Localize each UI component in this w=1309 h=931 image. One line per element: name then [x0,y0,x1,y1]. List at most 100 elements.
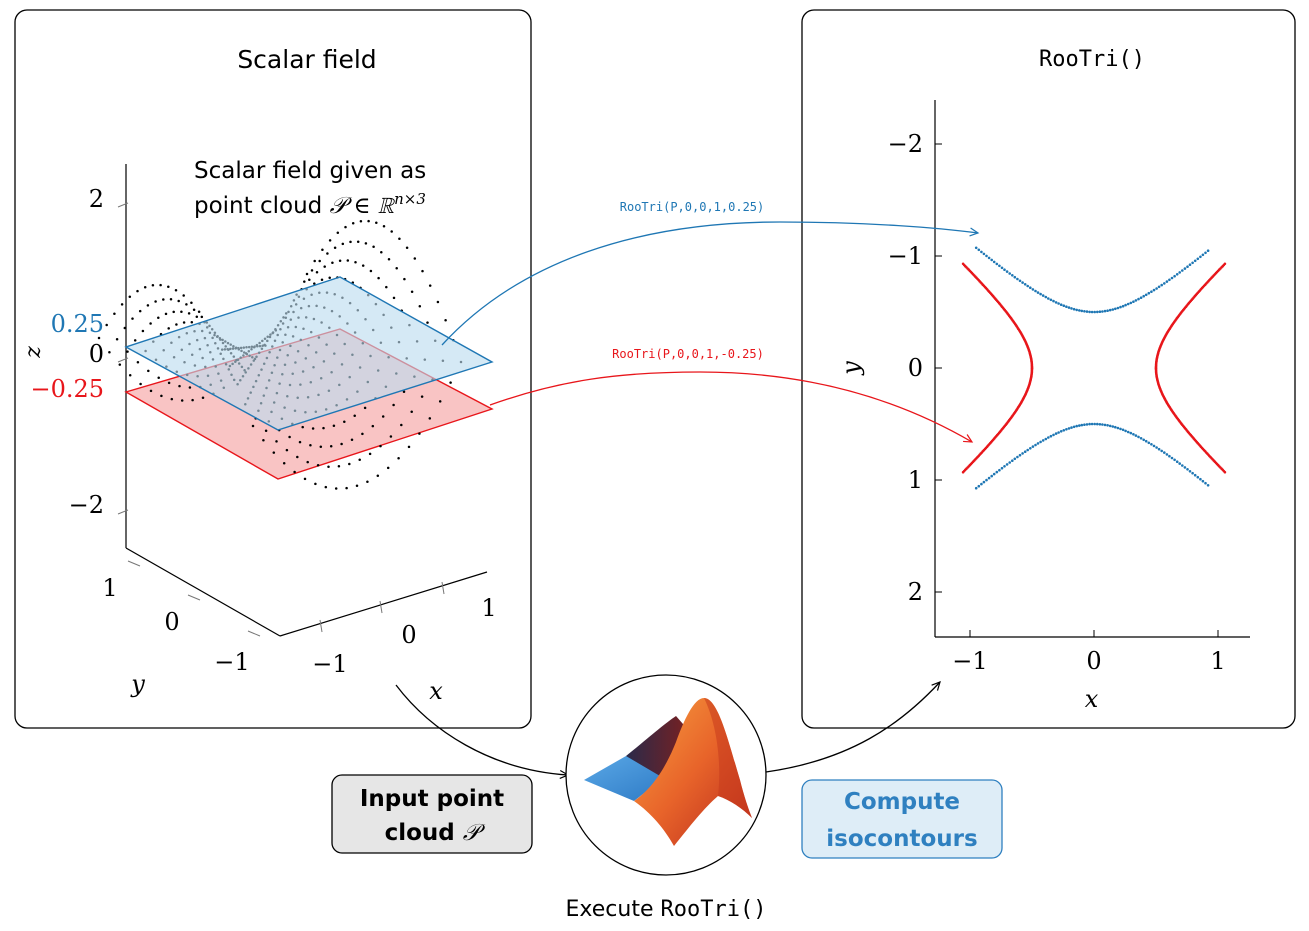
contour-point [1183,466,1187,469]
x-axis-label: x [1085,685,1099,713]
contour-point [1085,310,1089,313]
cloud-point [160,394,163,398]
contour-point [1083,423,1086,427]
contour-point [1036,291,1040,294]
contour-point [1155,287,1158,290]
contour-point [1093,422,1096,426]
contour-point [1139,296,1143,300]
cloud-point [327,465,330,468]
cloud-point [175,323,178,326]
cloud-point [428,417,432,420]
contour-point [1196,475,1200,479]
cloud-point [131,317,134,320]
contour-point [1062,304,1066,308]
contour-point [982,252,986,256]
cloud-point [356,240,360,243]
cloud-point [120,303,124,306]
contour-point [974,246,978,250]
contour-point [1129,301,1133,305]
contour-point [1003,268,1006,272]
cloud-point [380,250,383,254]
contour-point [1150,290,1153,294]
annotation-line-2: point cloud 𝒫 ∈ ℝn×3 [194,190,426,219]
cloud-point [170,397,174,401]
y-tick-label: −2 [888,130,923,158]
cloud-point [368,452,372,456]
matlab-logo-icon [584,698,752,846]
contour-point [1021,281,1024,284]
y-tick-neg1: −1 [214,648,249,676]
cloud-point [157,316,160,320]
contour-point [1016,277,1019,281]
cloud-point [413,257,417,260]
contour-point [1191,471,1194,475]
contour-point [1168,278,1171,282]
contour-point [1108,308,1112,312]
contour-point [1152,444,1156,448]
cloud-point [321,248,324,252]
cloud-point [343,420,346,423]
contour-point [1106,309,1109,313]
contour-point [1080,309,1084,313]
contour-point [1152,288,1156,292]
cloud-point [350,438,354,442]
contour-point [1134,299,1138,302]
cloud-point [376,474,380,477]
contour-point [1181,269,1184,272]
contour-point [1119,427,1122,431]
contour-point [961,262,965,266]
cloud-point [251,424,255,428]
cloud-point [367,219,370,223]
cloud-point [178,384,181,388]
cloud-point [285,448,289,452]
contour-point [1054,432,1058,435]
cloud-point [385,285,388,289]
contour-point [1178,271,1181,274]
contour-point [1137,297,1140,301]
contour-point [1173,458,1176,462]
cloud-point [296,455,299,459]
contour-point [987,256,991,260]
level-neg-label: −0.25 [30,375,104,403]
contour-point [1175,460,1179,464]
input-box-line-1: Input point [360,786,504,812]
cloud-point [169,298,173,301]
contour-point [1039,292,1042,296]
contour-point [987,476,991,480]
cloud-point [329,444,333,448]
contour-point [1034,443,1037,447]
contour-point [985,478,988,482]
cloud-point [436,300,440,304]
contour-point [1150,443,1153,446]
input-box-line-2: cloud 𝒫 [385,820,486,846]
contour-point [1083,310,1086,313]
contour-point [1170,276,1174,280]
cloud-point [288,435,291,439]
cloud-point [177,299,180,303]
contour-point [1201,253,1205,257]
cloud-point [316,464,320,467]
contour-point [1047,436,1050,439]
cloud-point [336,231,340,235]
cloud-point [149,322,152,325]
contour-point [1049,434,1053,438]
execute-caption-prefix: Execute [566,897,661,922]
cloud-point [197,310,201,313]
contour-point [1206,484,1210,487]
contour-point [1181,464,1184,467]
cloud-point [157,376,160,380]
cloud-point [167,285,170,288]
cloud-point [272,451,276,454]
compute-isocontours-box [801,779,1003,859]
cloud-point [310,269,314,272]
contour-series [1154,366,1227,474]
contour-point [992,472,996,476]
arrow-neg-level [489,371,974,443]
arrow-from-execute [765,681,941,773]
contour-point [1193,259,1197,263]
contour-point [1021,452,1024,455]
contour-point [1126,430,1130,434]
cloud-point [346,259,350,262]
right-panel-frame [801,9,1296,729]
contour-point [1018,279,1022,283]
